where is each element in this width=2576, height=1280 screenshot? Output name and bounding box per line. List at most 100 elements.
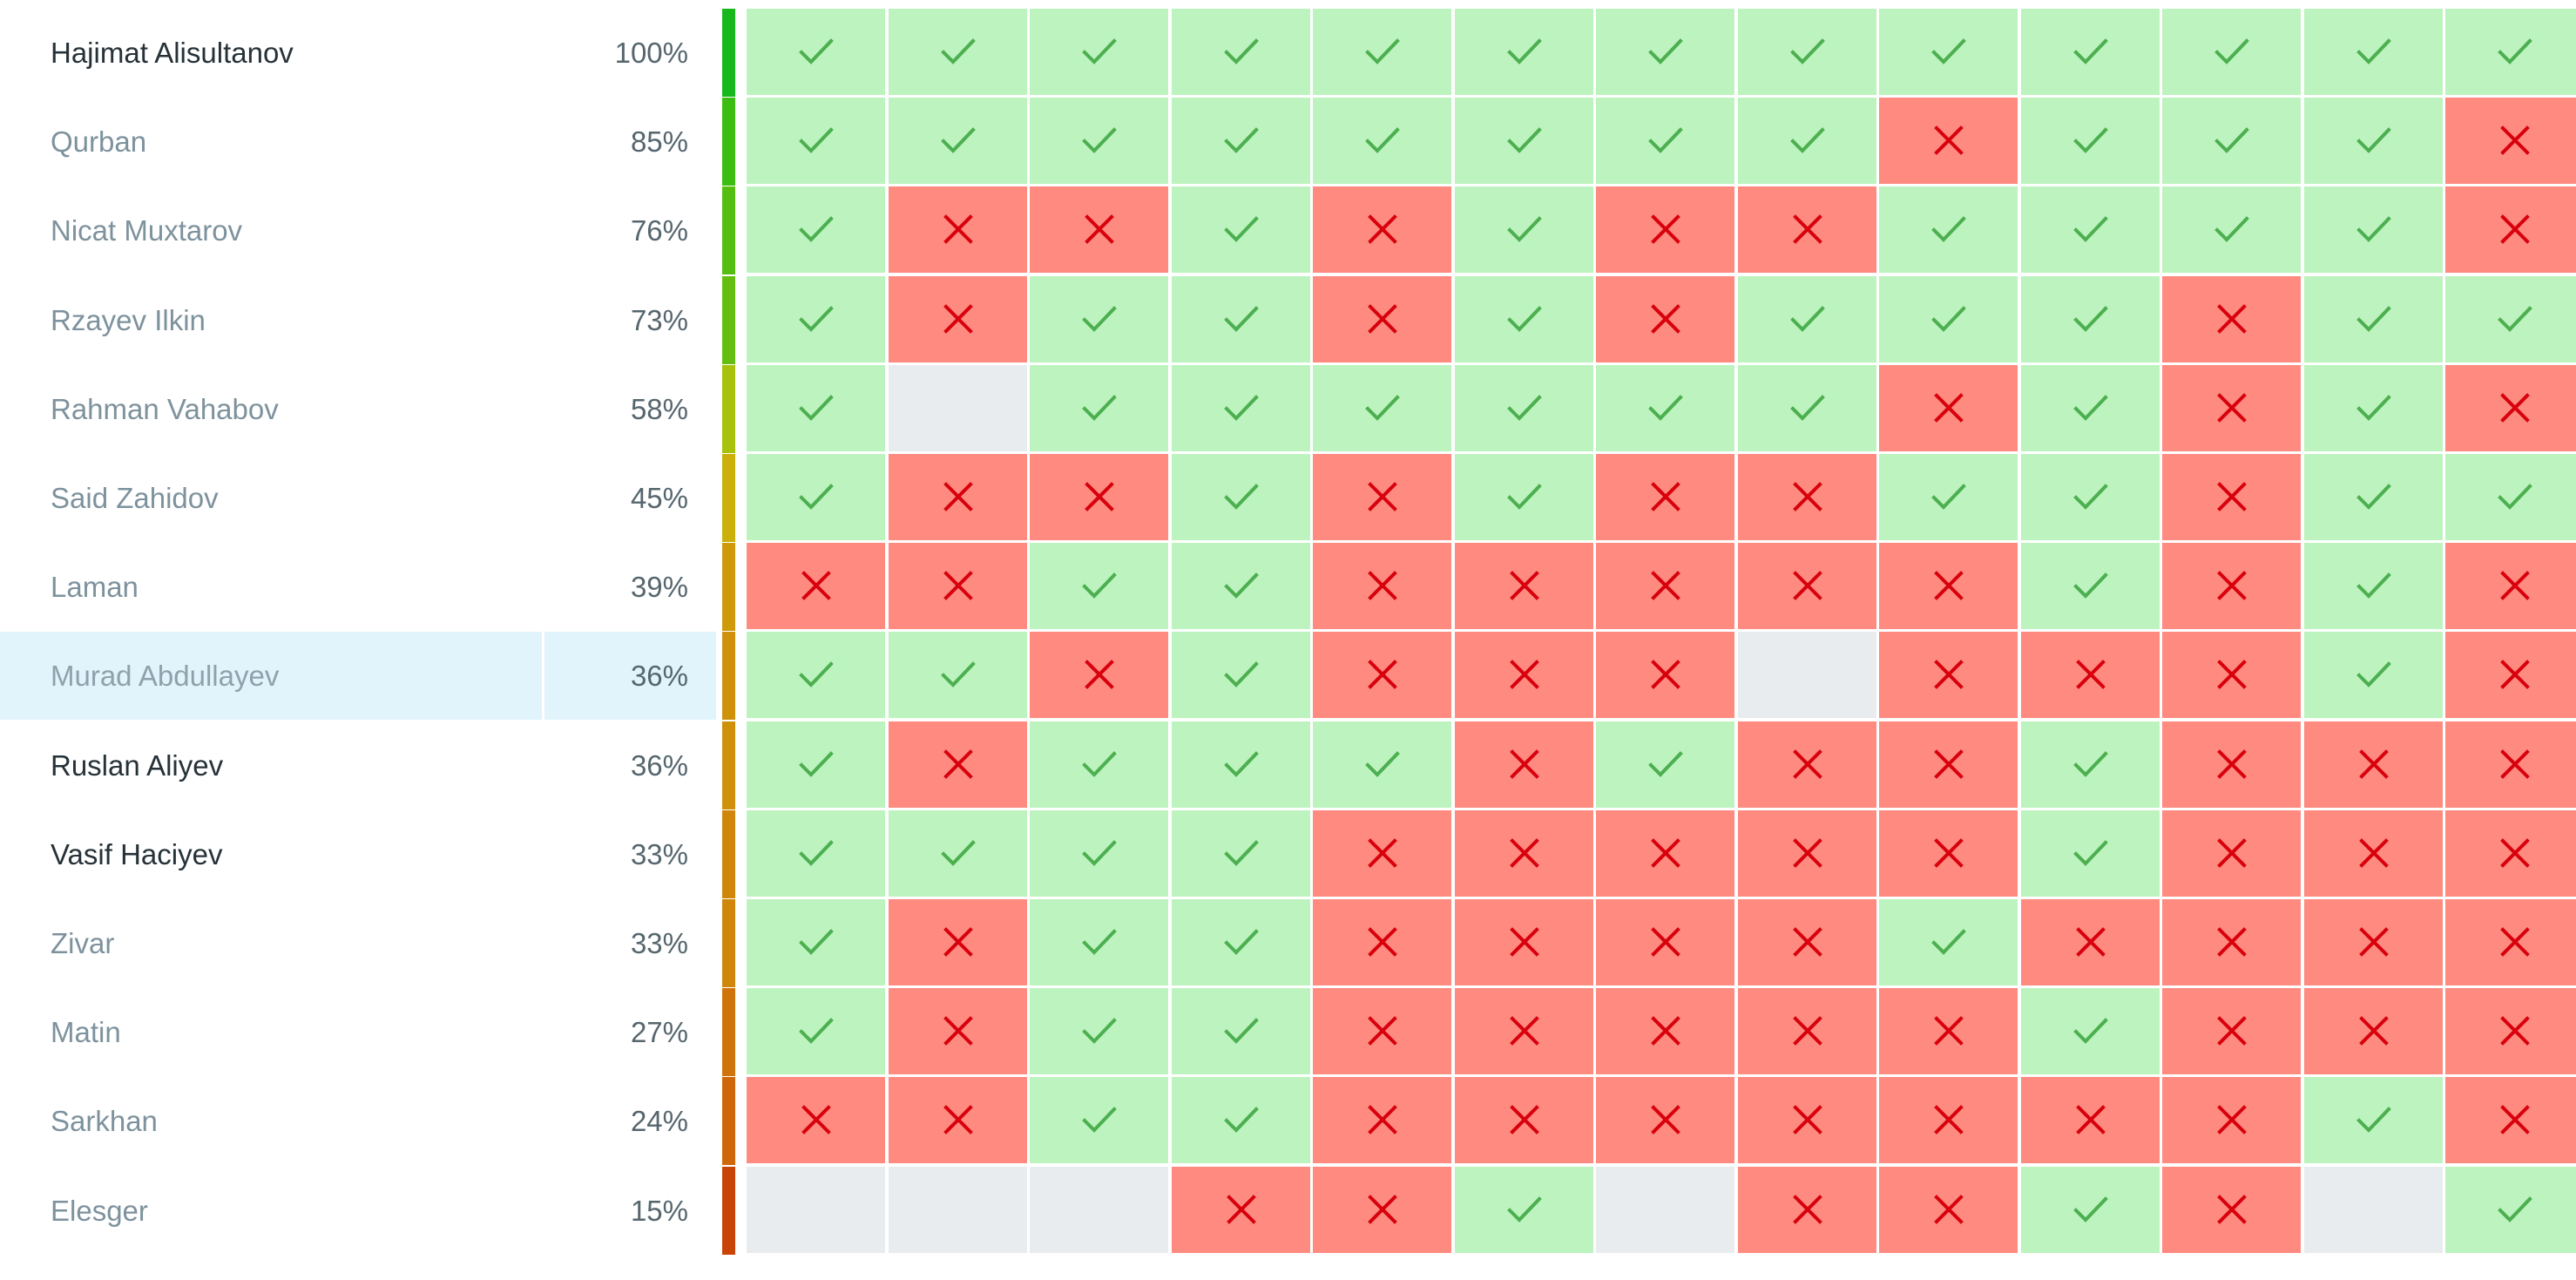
answer-cell-wrong[interactable] (1596, 1077, 1734, 1163)
student-row[interactable]: Ruslan Aliyev 36% (0, 721, 2576, 809)
student-row[interactable]: Elesger 15% (0, 1167, 2576, 1255)
answer-cell-correct[interactable] (2304, 98, 2443, 184)
answer-cell-wrong[interactable] (1455, 1077, 1593, 1163)
answer-cell-empty[interactable] (2304, 1167, 2443, 1253)
answer-cell-wrong[interactable] (1879, 1077, 2018, 1163)
answer-cell-wrong[interactable] (1738, 1167, 1876, 1253)
student-row[interactable]: Laman 39% (0, 543, 2576, 631)
answer-cell-correct[interactable] (1738, 9, 1876, 95)
answer-cell-correct[interactable] (2021, 186, 2160, 273)
student-row[interactable]: Zivar 33% (0, 899, 2576, 987)
answer-cell-correct[interactable] (2304, 276, 2443, 362)
answer-cell-wrong[interactable] (1313, 454, 1451, 540)
answer-cell-correct[interactable] (1879, 276, 2018, 362)
answer-cell-correct[interactable] (1313, 98, 1451, 184)
answer-cell-correct[interactable] (889, 9, 1027, 95)
answer-cell-wrong[interactable] (2021, 632, 2160, 718)
answer-cell-wrong[interactable] (1596, 988, 1734, 1074)
answer-cell-correct[interactable] (1172, 454, 1310, 540)
answer-cell-correct[interactable] (1455, 1167, 1593, 1253)
answer-cell-wrong[interactable] (2445, 98, 2576, 184)
answer-cell-wrong[interactable] (2021, 899, 2160, 985)
answer-cell-correct[interactable] (1313, 9, 1451, 95)
answer-cell-wrong[interactable] (1879, 632, 2018, 718)
student-row[interactable]: Rzayev Ilkin 73% (0, 276, 2576, 364)
student-name[interactable]: Sarkhan (51, 1105, 158, 1137)
answer-cell-wrong[interactable] (1738, 721, 1876, 808)
student-info[interactable]: Nicat Muxtarov 76% (0, 186, 716, 274)
answer-cell-correct[interactable] (2304, 9, 2443, 95)
answer-cell-correct[interactable] (747, 365, 885, 451)
answer-cell-wrong[interactable] (2304, 988, 2443, 1074)
answer-cell-correct[interactable] (2021, 543, 2160, 629)
answer-cell-wrong[interactable] (2162, 1077, 2301, 1163)
answer-cell-wrong[interactable] (1313, 276, 1451, 362)
answer-cell-correct[interactable] (1172, 632, 1310, 718)
answer-cell-correct[interactable] (747, 632, 885, 718)
answer-cell-wrong[interactable] (2162, 632, 2301, 718)
student-info[interactable]: Hajimat Alisultanov 100% (0, 9, 716, 97)
answer-cell-wrong[interactable] (1738, 899, 1876, 985)
answer-cell-correct[interactable] (2021, 9, 2160, 95)
answer-cell-wrong[interactable] (2445, 632, 2576, 718)
answer-cell-wrong[interactable] (1596, 810, 1734, 897)
answer-cell-wrong[interactable] (1455, 988, 1593, 1074)
answer-cell-correct[interactable] (1172, 186, 1310, 273)
answer-cell-wrong[interactable] (889, 186, 1027, 273)
answer-cell-wrong[interactable] (1879, 365, 2018, 451)
answer-cell-wrong[interactable] (1172, 1167, 1310, 1253)
answer-cell-correct[interactable] (1738, 276, 1876, 362)
answer-cell-correct[interactable] (1030, 899, 1168, 985)
answer-cell-wrong[interactable] (2021, 1077, 2160, 1163)
answer-cell-wrong[interactable] (2445, 543, 2576, 629)
answer-cell-correct[interactable] (1172, 988, 1310, 1074)
answer-cell-correct[interactable] (1455, 98, 1593, 184)
answer-cell-wrong[interactable] (1596, 276, 1734, 362)
answer-cell-wrong[interactable] (2162, 365, 2301, 451)
answer-cell-wrong[interactable] (2445, 899, 2576, 985)
answer-cell-correct[interactable] (1172, 365, 1310, 451)
answer-cell-wrong[interactable] (1313, 1077, 1451, 1163)
answer-cell-wrong[interactable] (1313, 632, 1451, 718)
student-row[interactable]: Murad Abdullayev 36% (0, 632, 2576, 720)
answer-cell-correct[interactable] (2445, 9, 2576, 95)
answer-cell-correct[interactable] (1879, 454, 2018, 540)
answer-cell-correct[interactable] (1172, 810, 1310, 897)
student-name[interactable]: Murad Abdullayev (51, 660, 280, 692)
answer-cell-wrong[interactable] (2445, 721, 2576, 808)
student-info[interactable]: Sarkhan 24% (0, 1077, 716, 1165)
answer-cell-wrong[interactable] (1879, 988, 2018, 1074)
student-row[interactable]: Sarkhan 24% (0, 1077, 2576, 1165)
answer-cell-correct[interactable] (2304, 543, 2443, 629)
answer-cell-correct[interactable] (2445, 276, 2576, 362)
answer-cell-wrong[interactable] (2162, 988, 2301, 1074)
answer-cell-correct[interactable] (1879, 186, 2018, 273)
student-name[interactable]: Hajimat Alisultanov (51, 37, 294, 69)
student-info[interactable]: Said Zahidov 45% (0, 454, 716, 542)
answer-cell-correct[interactable] (1596, 365, 1734, 451)
answer-cell-wrong[interactable] (2445, 988, 2576, 1074)
answer-cell-wrong[interactable] (1879, 810, 2018, 897)
answer-cell-correct[interactable] (1455, 454, 1593, 540)
answer-cell-correct[interactable] (2021, 721, 2160, 808)
answer-cell-wrong[interactable] (2162, 721, 2301, 808)
answer-cell-wrong[interactable] (1738, 988, 1876, 1074)
answer-cell-wrong[interactable] (2445, 365, 2576, 451)
answer-cell-wrong[interactable] (1738, 1077, 1876, 1163)
answer-cell-wrong[interactable] (889, 1077, 1027, 1163)
answer-cell-correct[interactable] (1879, 9, 2018, 95)
student-name[interactable]: Vasif Haciyev (51, 838, 223, 870)
answer-cell-wrong[interactable] (1596, 899, 1734, 985)
student-row[interactable]: Nicat Muxtarov 76% (0, 186, 2576, 274)
student-info[interactable]: Rahman Vahabov 58% (0, 365, 716, 453)
answer-cell-correct[interactable] (1172, 721, 1310, 808)
answer-cell-wrong[interactable] (2162, 899, 2301, 985)
answer-cell-wrong[interactable] (1313, 1167, 1451, 1253)
answer-cell-empty[interactable] (1738, 632, 1876, 718)
answer-cell-wrong[interactable] (1455, 543, 1593, 629)
answer-cell-correct[interactable] (1030, 276, 1168, 362)
answer-cell-wrong[interactable] (2304, 899, 2443, 985)
answer-cell-correct[interactable] (2162, 98, 2301, 184)
answer-cell-wrong[interactable] (2304, 721, 2443, 808)
answer-cell-correct[interactable] (747, 454, 885, 540)
